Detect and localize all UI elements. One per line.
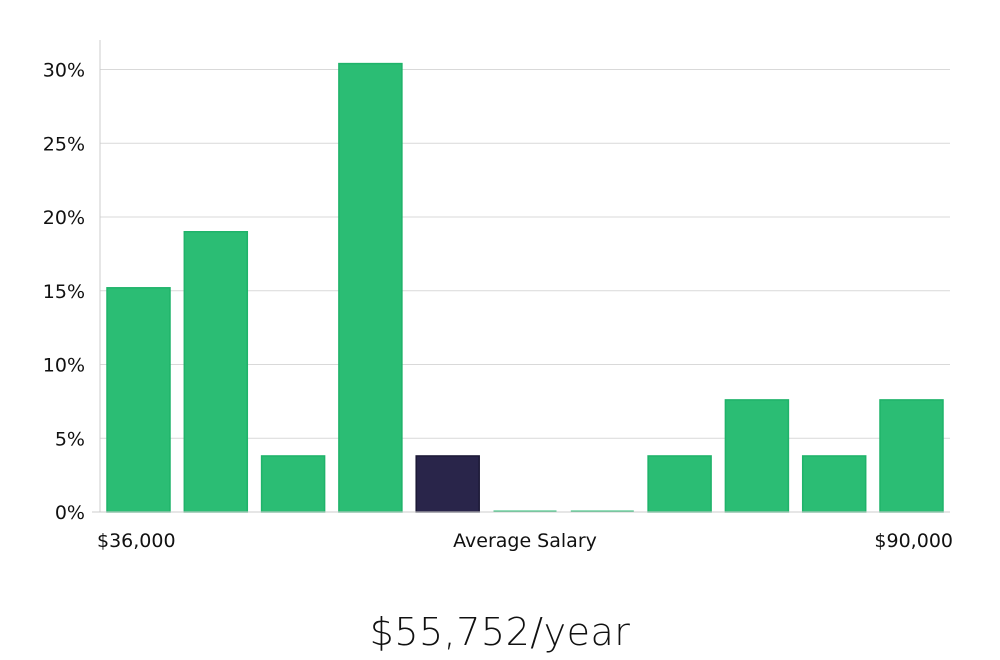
bar-average-bin [415,455,480,513]
y-tick-label: 5% [55,428,85,450]
axes [92,40,950,513]
y-tick-label: 10% [43,355,85,377]
y-tick-label: 30% [43,60,85,82]
y-tick-label: 15% [43,281,85,303]
bar [106,287,171,513]
bars [106,62,944,513]
bar-chart-svg: 0% 5% 10% 15% 20% 25% 30% $36,000 Average Salary… [43,40,953,553]
x-end-label: $90,000 [874,530,953,552]
bar [260,455,326,513]
bar [647,455,712,513]
bar [879,399,944,513]
bar [338,62,403,513]
average-salary-value: $55,752/year [369,610,631,654]
y-tick-label: 25% [43,133,85,155]
y-tick-label: 0% [55,502,85,524]
y-tick-label: 20% [43,207,85,229]
x-axis-title: Average Salary [453,530,597,552]
bar [801,455,867,513]
bar [183,231,249,513]
x-start-label: $36,000 [97,530,176,552]
axis-labels: 0% 5% 10% 15% 20% 25% 30% $36,000 Average Salary… [43,60,953,553]
bar [724,399,790,513]
